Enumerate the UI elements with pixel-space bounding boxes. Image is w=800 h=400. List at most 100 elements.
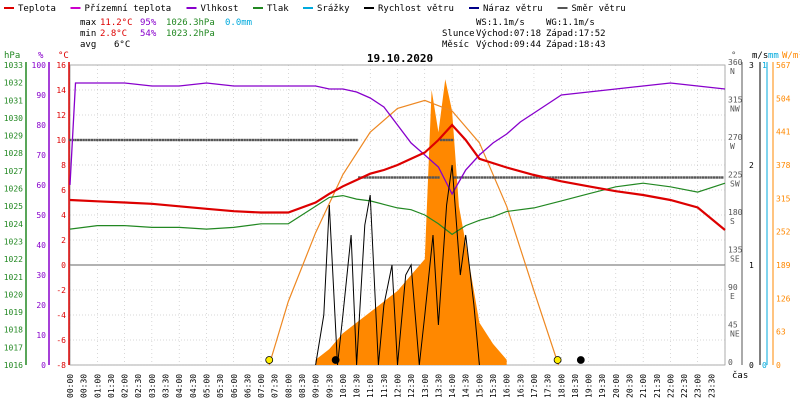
x-tick-label: 23:30 xyxy=(707,374,716,398)
tick-label-humidity_pct: 10 xyxy=(36,331,46,340)
x-tick-label: 00:30 xyxy=(80,374,89,398)
wind-dir-point xyxy=(161,138,164,142)
wind-dir-point xyxy=(251,138,255,142)
tick-label-wind-dir: 225 xyxy=(728,171,743,180)
sun-label: Slunce xyxy=(442,29,475,39)
wind-dir-point xyxy=(568,176,571,179)
x-tick-label: 12:00 xyxy=(394,374,403,398)
wind-dir-point xyxy=(412,176,416,179)
wind-dir-point xyxy=(82,138,85,142)
x-tick-label: 02:00 xyxy=(121,374,130,398)
stats-min-hum: 54% xyxy=(140,29,157,39)
wind-dir-point xyxy=(658,176,661,179)
wind-dir-point xyxy=(259,138,263,142)
tick-label-solar: 189 xyxy=(776,261,791,270)
wind-dir-point xyxy=(715,176,719,179)
wind-dir-point xyxy=(390,176,394,179)
wind-dir-point xyxy=(322,138,326,142)
unit-temp: °C xyxy=(58,51,69,61)
tick-label-wind-dir: 135 xyxy=(728,246,743,255)
wind-dir-point xyxy=(167,138,170,142)
x-tick-label: 12:30 xyxy=(407,374,416,398)
wind-dir-point xyxy=(595,176,598,179)
wind-dir-point xyxy=(609,176,612,179)
wind-dir-point xyxy=(707,176,710,179)
wind-dir-point xyxy=(115,138,118,142)
tick-label-solar: 252 xyxy=(776,228,791,237)
wind-dir-point xyxy=(486,176,489,179)
x-tick-label: 05:00 xyxy=(202,374,211,398)
sun-rise: Východ:07:18 xyxy=(476,29,541,39)
tick-label-wind-dir-compass: S xyxy=(730,217,735,226)
wind-dir-point xyxy=(622,176,626,179)
wind-dir-point xyxy=(344,138,347,142)
wind-dir-point xyxy=(221,138,225,142)
legend-label-3: Tlak xyxy=(267,4,289,14)
tick-label-wind-dir-compass: SE xyxy=(730,255,740,264)
x-tick-label: 05:30 xyxy=(216,374,225,398)
unit-deg: ° xyxy=(731,51,736,61)
wind-dir-point xyxy=(701,176,705,179)
wind-dir-point xyxy=(592,176,596,179)
tick-label-wind-speed: 0 xyxy=(749,361,754,370)
tick-label-wind-dir-compass: N xyxy=(730,67,735,76)
wind-dir-point xyxy=(117,138,121,142)
wind-dir-point xyxy=(191,138,195,142)
wind-dir-point xyxy=(557,176,560,179)
wind-dir-point xyxy=(262,138,265,142)
wind-dir-point xyxy=(317,138,320,142)
wind-dir-point xyxy=(611,176,615,179)
x-tick-label: 16:00 xyxy=(503,374,512,398)
x-tick-label: 04:30 xyxy=(189,374,198,398)
tick-label-rain: 1 xyxy=(762,61,767,70)
wind-dir-point xyxy=(311,138,315,142)
wind-dir-point xyxy=(254,138,257,142)
tick-label-humidity_pct: 90 xyxy=(36,91,46,100)
wind-dir-point xyxy=(693,176,697,179)
wind-dir-point xyxy=(429,176,432,179)
tick-label-temperature_c: 6 xyxy=(61,186,66,195)
wind-dir-point xyxy=(521,176,525,179)
wind-dir-point xyxy=(270,138,274,142)
unit-mm: mm xyxy=(768,51,779,61)
wind-dir-point xyxy=(137,138,140,142)
wind-dir-point xyxy=(224,138,227,142)
stats-min-temp: 2.8°C xyxy=(100,29,127,39)
tick-label-wind-dir-compass: E xyxy=(730,292,735,301)
wind-dir-point xyxy=(300,138,304,142)
wind-dir-point xyxy=(598,176,601,179)
stats-max-hum: 95% xyxy=(140,18,157,28)
wind-dir-point xyxy=(663,176,667,179)
solar-area xyxy=(315,79,507,366)
tick-label-pressure_hpa: 1026 xyxy=(4,185,23,194)
wind-dir-point xyxy=(238,138,241,142)
tick-label-temperature_c: 12 xyxy=(56,111,66,120)
wind-dir-point xyxy=(445,138,448,142)
pressure-line xyxy=(69,182,726,236)
wind-dir-point xyxy=(183,138,186,142)
x-tick-label: 17:00 xyxy=(530,374,539,398)
x-tick-label: 06:30 xyxy=(243,374,252,398)
tick-label-solar: 0 xyxy=(776,361,781,370)
wind-dir-point xyxy=(519,176,522,179)
wind-dir-point xyxy=(276,138,279,142)
wind-dir-point xyxy=(554,176,557,179)
wind-dir-point xyxy=(704,176,708,179)
x-tick-label: 15:00 xyxy=(475,374,484,398)
tick-label-pressure_hpa: 1025 xyxy=(4,202,23,211)
wind-dir-point xyxy=(128,138,132,142)
x-tick-label: 21:00 xyxy=(639,374,648,398)
wind-dir-point xyxy=(268,138,271,142)
wind-dir-point xyxy=(278,138,282,142)
wind-dir-point xyxy=(710,176,713,179)
tick-label-pressure_hpa: 1022 xyxy=(4,255,23,264)
wind-dir-point xyxy=(480,176,484,179)
wind-dir-point xyxy=(401,176,405,179)
tick-label-humidity_pct: 100 xyxy=(32,61,47,70)
wind-dir-point xyxy=(175,138,178,142)
tick-label-wind-dir: 0 xyxy=(728,358,733,367)
wind-dir-point xyxy=(404,176,407,179)
x-tick-label: 14:00 xyxy=(448,374,457,398)
tick-label-solar: 504 xyxy=(776,94,791,103)
